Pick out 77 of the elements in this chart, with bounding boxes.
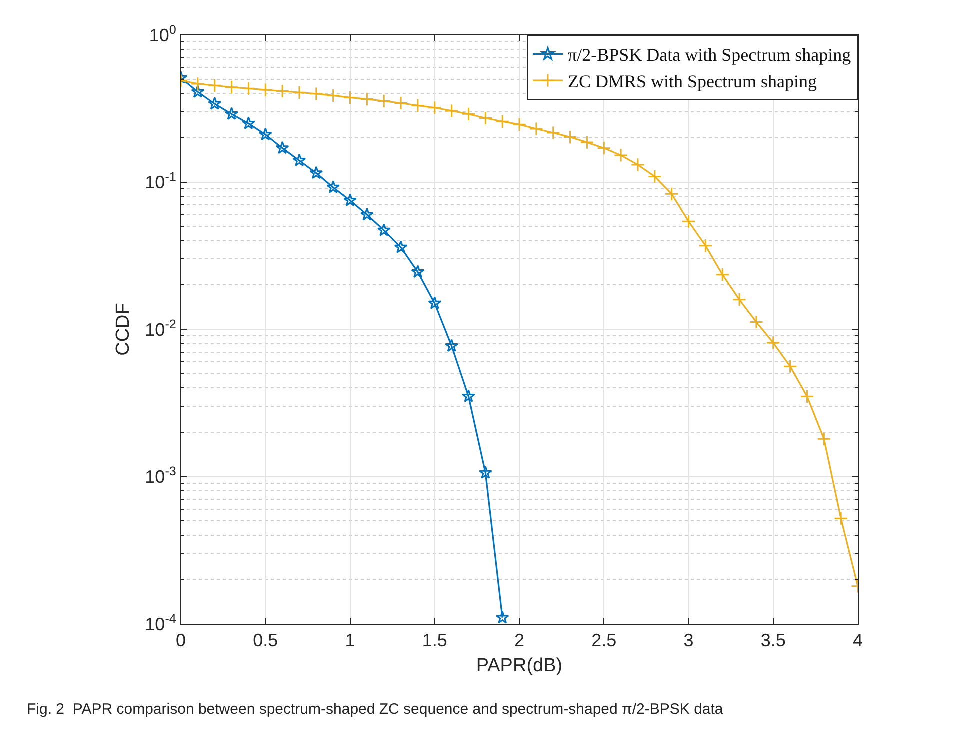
point bbox=[326, 88, 340, 103]
point bbox=[326, 180, 340, 194]
point bbox=[529, 122, 544, 136]
point bbox=[462, 107, 476, 122]
point bbox=[563, 130, 578, 144]
x-tick-label: 2 bbox=[514, 630, 525, 651]
y-tick-label: 10$^{-1}$ bbox=[145, 170, 176, 193]
point bbox=[242, 82, 256, 96]
point bbox=[817, 432, 832, 446]
point bbox=[411, 265, 425, 278]
y-tick-label: 10$^{-3}$ bbox=[145, 464, 176, 488]
point bbox=[292, 154, 306, 167]
legend-label: ZC DMRS with Spectrum shaping bbox=[568, 72, 818, 92]
point bbox=[258, 82, 273, 98]
y-tick-label: 10$^{-2}$ bbox=[145, 317, 176, 340]
point bbox=[394, 96, 408, 110]
point bbox=[410, 98, 425, 113]
point bbox=[360, 208, 374, 221]
point bbox=[478, 111, 493, 126]
point bbox=[732, 292, 747, 307]
point bbox=[462, 390, 476, 402]
point bbox=[783, 360, 798, 374]
point bbox=[512, 118, 527, 132]
point bbox=[597, 141, 612, 156]
point bbox=[208, 96, 222, 110]
point bbox=[343, 90, 358, 105]
caption: Fig. 2 PAPR comparison between spectrum-shaped ZC sequence and spectrum-shaped π/2-BPSK data bbox=[27, 701, 724, 718]
point bbox=[190, 76, 205, 92]
point bbox=[310, 166, 324, 180]
point bbox=[276, 84, 290, 98]
y-tick-label: 10$^{-4}$ bbox=[145, 612, 176, 634]
point bbox=[208, 78, 222, 93]
point bbox=[664, 187, 679, 202]
point bbox=[478, 466, 492, 479]
point bbox=[716, 268, 730, 282]
point bbox=[580, 136, 594, 150]
point bbox=[614, 148, 628, 163]
point bbox=[224, 80, 239, 94]
point bbox=[258, 128, 272, 141]
point bbox=[225, 107, 239, 120]
point bbox=[377, 223, 391, 236]
point bbox=[496, 114, 510, 129]
point bbox=[698, 238, 713, 253]
point bbox=[445, 339, 459, 352]
y-tick-label: 10$^{0}$ bbox=[149, 22, 176, 46]
point bbox=[309, 86, 324, 101]
x-tick-label: 4 bbox=[852, 630, 864, 651]
x-tick-label: 3 bbox=[684, 630, 694, 651]
point bbox=[648, 170, 662, 184]
point bbox=[749, 315, 764, 330]
point bbox=[292, 86, 307, 100]
point bbox=[360, 92, 374, 106]
point bbox=[630, 158, 646, 172]
x-tick-label: 1.5 bbox=[422, 630, 448, 651]
point bbox=[242, 116, 256, 130]
legend-label: π/2-BPSK Data with Spectrum shaping bbox=[568, 45, 852, 66]
x-tick-label: 0.5 bbox=[253, 630, 278, 651]
point bbox=[377, 94, 392, 108]
x-tick-label: 3.5 bbox=[760, 630, 786, 651]
point bbox=[428, 296, 442, 310]
x-tick-label: 0 bbox=[176, 630, 186, 651]
x-tick-label: 2.5 bbox=[592, 630, 617, 651]
x-tick-label: 1 bbox=[345, 630, 356, 651]
x-axis-title: PAPR(dB) bbox=[476, 655, 563, 676]
point bbox=[344, 194, 357, 206]
point bbox=[834, 512, 848, 526]
point bbox=[546, 126, 560, 140]
point bbox=[682, 214, 696, 229]
point bbox=[394, 240, 408, 254]
point bbox=[444, 104, 459, 118]
point bbox=[191, 84, 205, 98]
y-axis-title: CCDF bbox=[113, 303, 134, 356]
point bbox=[800, 390, 814, 404]
point bbox=[496, 610, 510, 624]
point bbox=[428, 100, 442, 115]
point bbox=[276, 141, 290, 154]
point bbox=[766, 336, 780, 350]
